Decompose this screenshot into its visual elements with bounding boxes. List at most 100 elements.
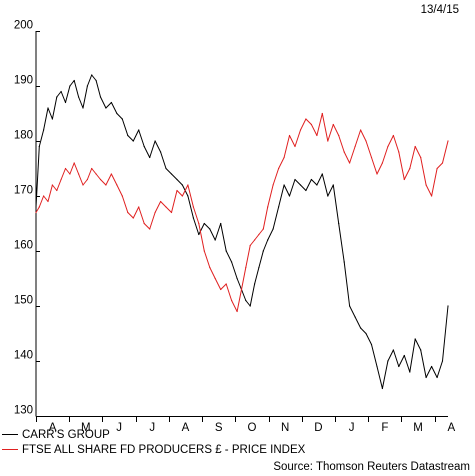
data-point (203, 222, 205, 225)
data-point (78, 96, 80, 98)
data-point (310, 123, 312, 126)
data-point (95, 173, 97, 175)
data-point (272, 184, 274, 186)
data-point (60, 90, 62, 93)
data-point (431, 195, 433, 197)
data-point (149, 228, 151, 230)
data-point (376, 365, 378, 368)
data-point (170, 173, 173, 175)
x-tick-label: S (215, 422, 223, 434)
data-point (420, 156, 422, 159)
data-point (69, 173, 71, 175)
data-point (267, 239, 269, 241)
data-point (35, 206, 37, 208)
data-point (254, 239, 256, 241)
data-point (441, 162, 444, 164)
x-tick-label: J (116, 422, 122, 434)
data-point (349, 162, 351, 164)
y-axis: 130 140 150 160 170 180 190 200 (14, 20, 40, 417)
data-point (387, 145, 389, 148)
data-point (64, 167, 67, 170)
data-point (220, 222, 222, 225)
data-point (447, 305, 449, 307)
data-point (332, 123, 334, 126)
x-tick-label: D (314, 422, 322, 434)
y-tick-label: 200 (14, 20, 33, 32)
x-tick-label: J (149, 422, 155, 434)
y-tick-label: 180 (14, 130, 33, 142)
data-point (35, 211, 37, 214)
data-point (370, 343, 373, 346)
data-point (60, 178, 62, 181)
data-point (414, 145, 416, 148)
data-point (436, 167, 438, 170)
x-tick-label: J (349, 422, 355, 434)
data-point (82, 184, 84, 186)
data-point (225, 283, 227, 285)
data-point (154, 140, 156, 142)
data-point (38, 206, 40, 208)
data-point (294, 178, 296, 181)
x-tick-label: A (49, 422, 57, 434)
data-point (278, 206, 280, 208)
data-point (192, 206, 194, 208)
data-point (138, 129, 140, 131)
data-point (82, 107, 84, 109)
data-point (299, 129, 302, 131)
series-0 (35, 74, 449, 390)
data-point (327, 140, 329, 142)
x-tick-label: O (247, 422, 256, 434)
data-point (220, 288, 222, 291)
data-point (360, 327, 362, 329)
data-point (143, 222, 145, 225)
data-point (127, 211, 129, 214)
data-point (447, 140, 449, 142)
data-point (327, 195, 329, 197)
data-point (258, 266, 260, 269)
data-point (332, 184, 334, 186)
data-point (365, 332, 367, 335)
data-point (403, 178, 405, 181)
data-point (116, 112, 118, 115)
data-point (354, 145, 356, 148)
y-tick-label: 150 (14, 295, 33, 307)
data-point (187, 195, 189, 197)
data-point (392, 349, 394, 351)
data-point (56, 189, 58, 192)
x-tick-label: A (447, 422, 455, 434)
data-point (143, 145, 145, 148)
data-point (262, 228, 264, 230)
data-point (181, 184, 183, 186)
data-point (105, 184, 107, 186)
data-point (254, 283, 256, 285)
data-point (316, 184, 318, 186)
x-tick-label: M (81, 422, 91, 434)
data-point (69, 85, 71, 87)
data-point (360, 129, 362, 131)
data-point (51, 118, 54, 120)
data-point (43, 195, 45, 197)
data-point (398, 365, 400, 368)
data-point (441, 360, 444, 362)
data-point (262, 250, 264, 252)
y-tick-label: 170 (14, 185, 33, 197)
data-point (160, 151, 162, 153)
data-point (249, 244, 251, 247)
data-point (236, 310, 238, 313)
data-point (258, 233, 260, 236)
data-point (132, 140, 134, 142)
data-point (338, 222, 340, 225)
x-tick-label: A (182, 422, 190, 434)
data-point (86, 178, 88, 181)
data-point (231, 299, 233, 302)
data-point (187, 184, 189, 186)
data-point (387, 360, 389, 362)
series-line (35, 113, 449, 312)
data-point (149, 156, 151, 159)
data-point (95, 79, 97, 82)
data-point (116, 184, 118, 186)
data-point (403, 354, 405, 357)
data-point (192, 217, 194, 219)
data-point (73, 162, 75, 164)
